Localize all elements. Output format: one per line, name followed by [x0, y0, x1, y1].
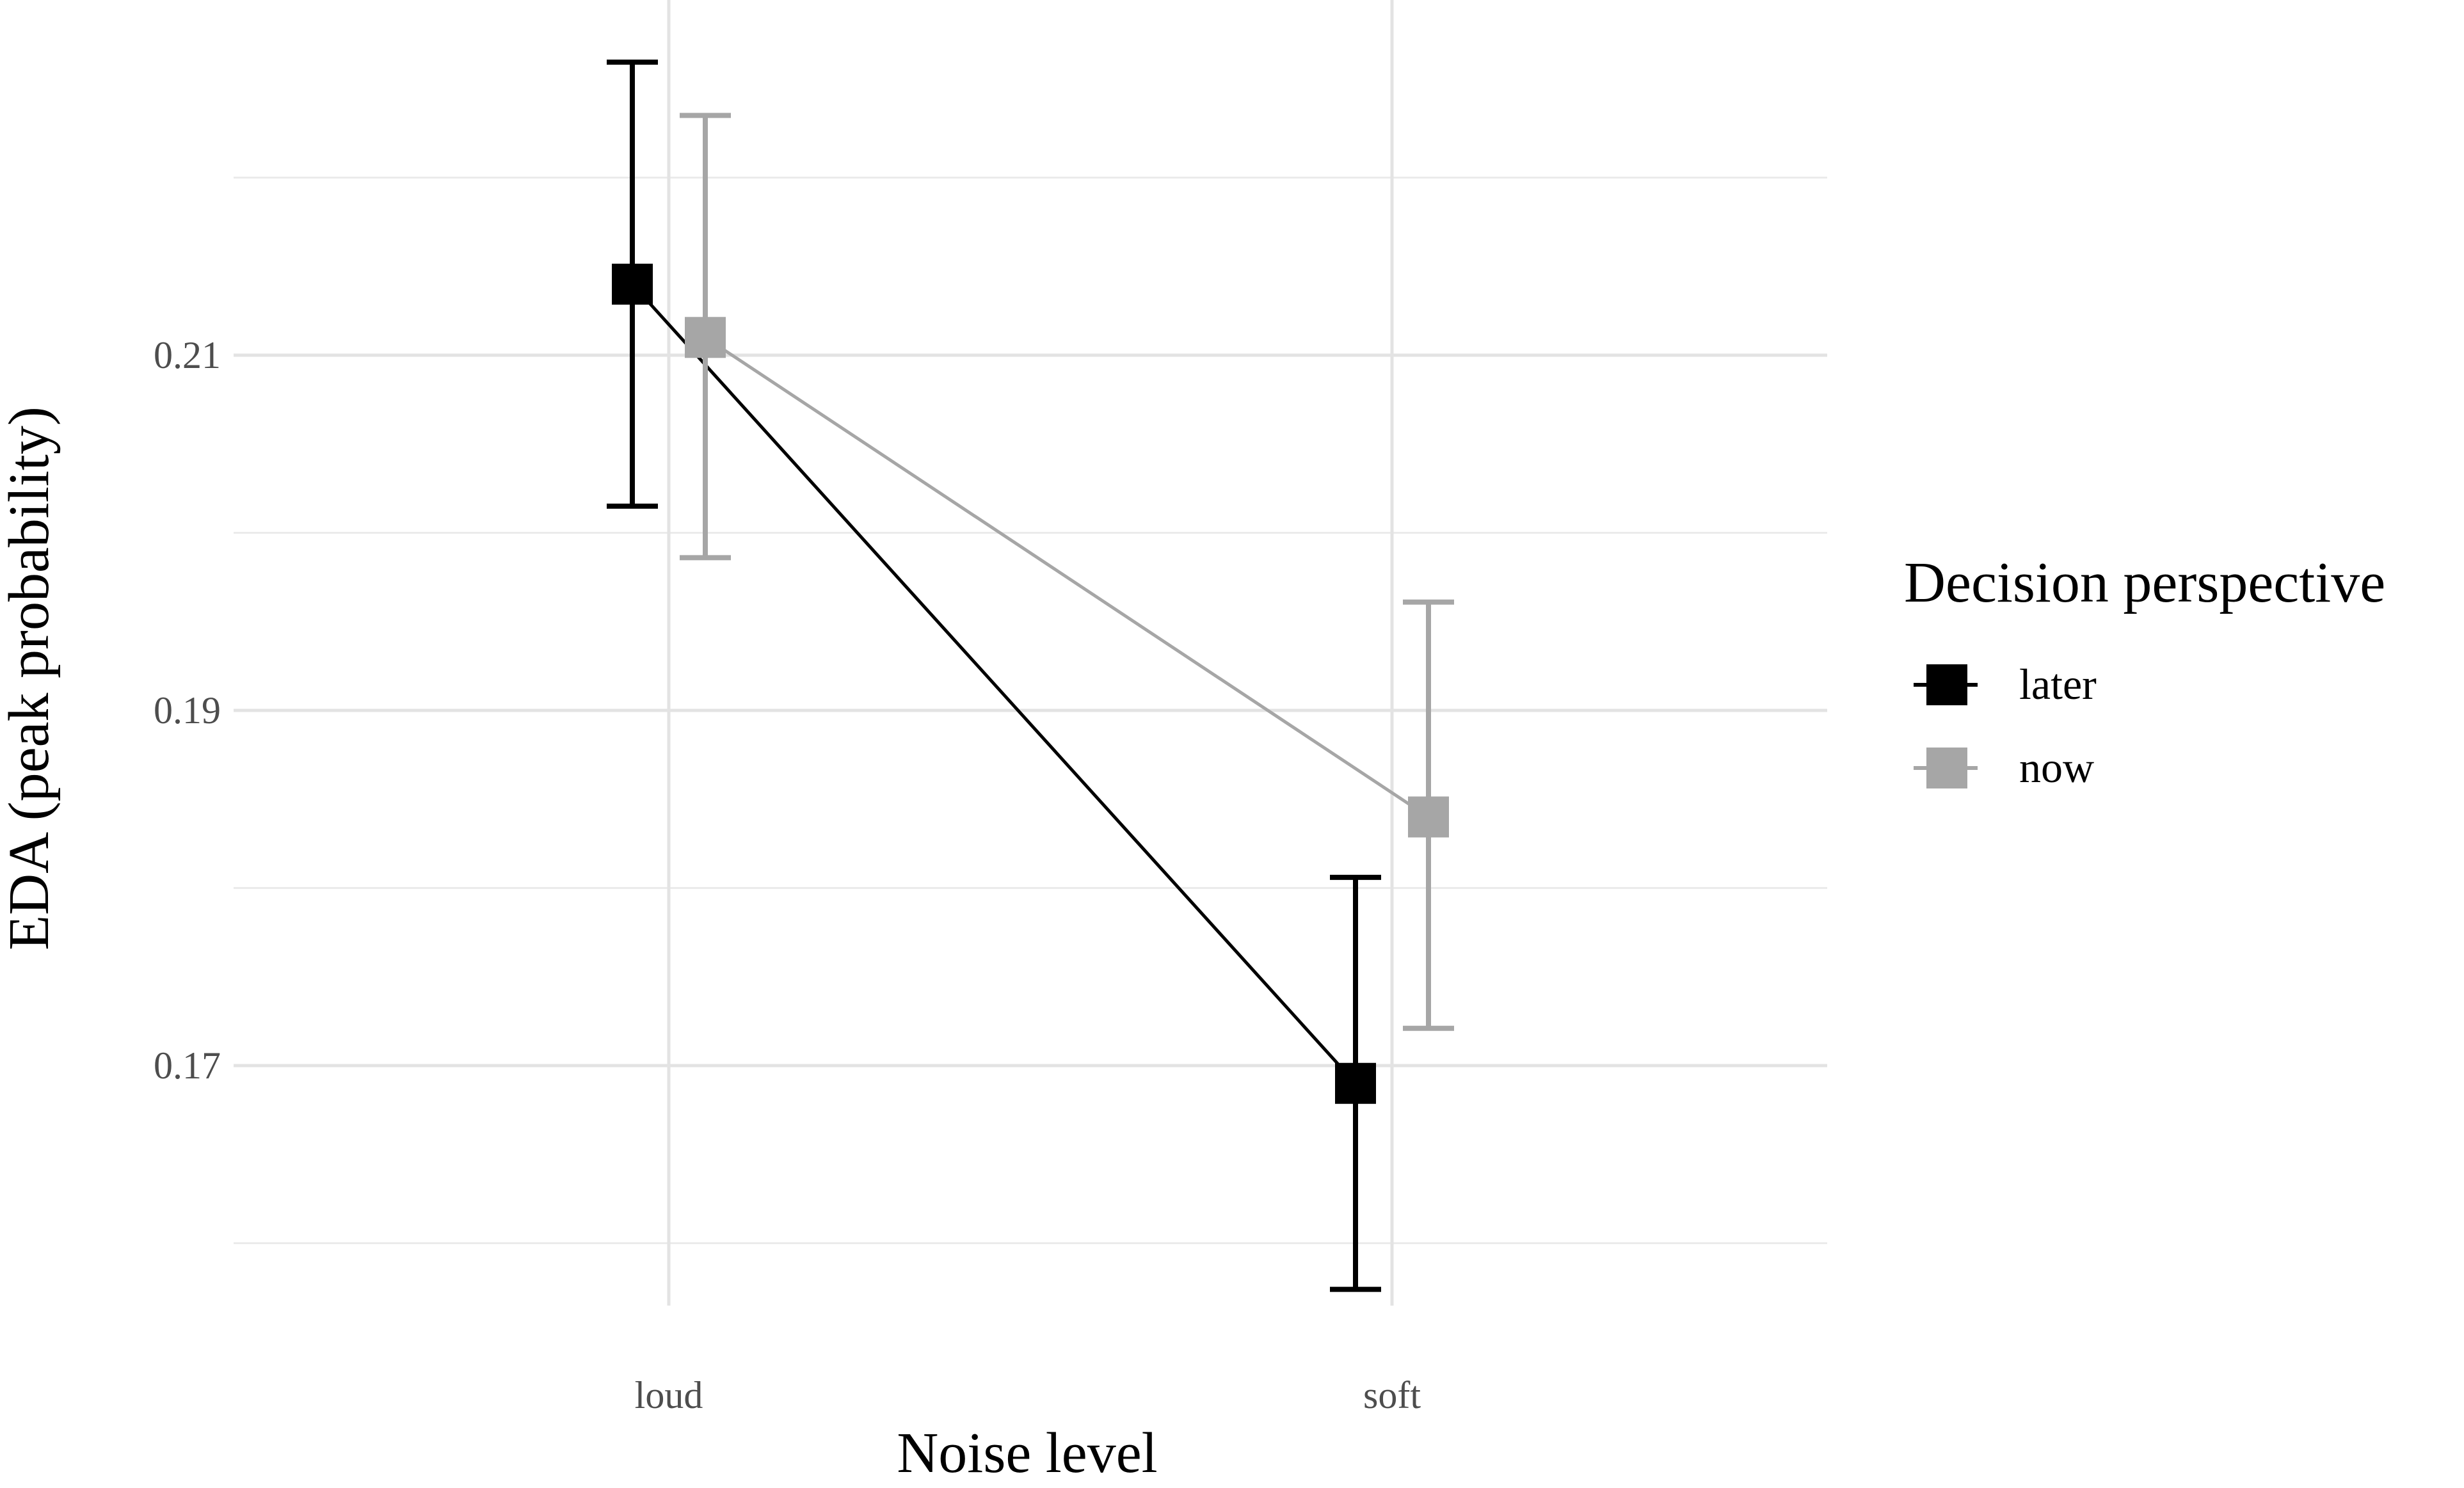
x-tick-label: soft [1363, 1374, 1421, 1416]
data-point-now [685, 317, 726, 358]
legend-label: later [2019, 660, 2097, 708]
legend-key-marker [1926, 664, 1967, 705]
series-layer [607, 60, 1454, 1292]
grid-lines [234, 0, 1827, 1306]
data-point-now [1408, 796, 1449, 838]
y-tick-labels: 0.17 0.19 0.21 [154, 334, 221, 1087]
y-tick-label: 0.21 [154, 334, 221, 376]
legend-title: Decision perspective [1904, 551, 2385, 614]
legend: Decision perspective later now [1904, 551, 2385, 792]
x-tick-label: loud [635, 1374, 703, 1416]
series-now [680, 113, 1454, 1031]
x-tick-labels: loud soft [635, 1374, 1421, 1416]
legend-item-now: now [1914, 743, 2094, 792]
x-axis-title: Noise level [897, 1421, 1157, 1485]
data-point-later [1335, 1062, 1376, 1104]
legend-label: now [2019, 743, 2094, 792]
legend-key-marker [1926, 748, 1967, 788]
y-tick-label: 0.17 [154, 1044, 221, 1087]
data-point-later [612, 264, 653, 305]
y-axis-title: EDA (peak probability) [0, 406, 61, 950]
series-line-later [631, 283, 1357, 1085]
legend-items: later now [1914, 660, 2097, 792]
series-line-now [704, 336, 1430, 819]
series-later [607, 60, 1381, 1292]
y-tick-label: 0.19 [154, 689, 221, 732]
legend-item-later: later [1914, 660, 2097, 708]
